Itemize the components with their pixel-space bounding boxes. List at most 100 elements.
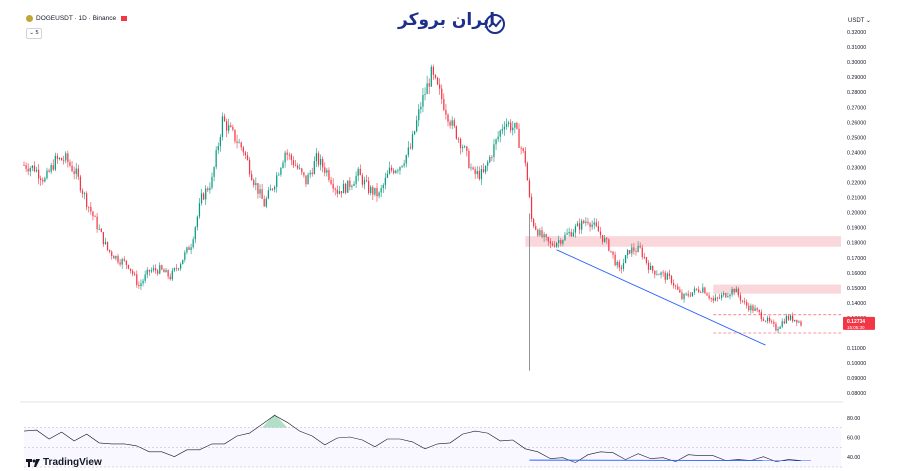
candle-body [292, 160, 295, 166]
candle-body [441, 88, 443, 99]
candle-body [420, 106, 422, 110]
candle-body [167, 270, 169, 277]
candle-body [33, 165, 36, 172]
candle-body [219, 136, 221, 147]
candle-body [309, 172, 311, 175]
candle-body [614, 254, 616, 266]
candle-body [545, 234, 547, 238]
candle-body [507, 122, 510, 125]
candle-body [781, 321, 783, 327]
price-tick-label: 0.14000 [847, 301, 866, 307]
candle-body [345, 183, 347, 193]
candle-body [409, 147, 412, 149]
candle-body [253, 180, 255, 186]
candle-body [691, 292, 694, 297]
candle-body [395, 170, 397, 173]
candle-body [152, 268, 155, 271]
candle-body [269, 188, 272, 191]
candle-body [543, 234, 545, 238]
candle-body [731, 289, 733, 295]
candle-body [426, 83, 428, 95]
candle-body [92, 211, 94, 217]
rsi-pane[interactable] [23, 413, 843, 468]
indicators-toggle[interactable]: ⌄ 5 [26, 28, 42, 39]
candle-body [319, 158, 322, 165]
candle-body [207, 188, 209, 191]
candle-body [574, 226, 577, 233]
price-tick-label: 0.29000 [847, 75, 866, 81]
candle-body [514, 122, 516, 128]
candle-body [365, 180, 368, 182]
candle-body [537, 229, 539, 236]
candle-body [769, 317, 771, 322]
candle-body [67, 153, 69, 163]
candle-body [718, 297, 721, 299]
candle-body [466, 146, 468, 151]
symbol-header[interactable]: DOGEUSDT · 1D · Binance [26, 15, 128, 22]
candle-body [551, 243, 554, 246]
candle-body [670, 275, 673, 283]
candle-body [215, 150, 217, 168]
candle-body [203, 193, 205, 200]
candle-body [723, 293, 725, 295]
candle-body [200, 193, 203, 204]
candle-body [493, 144, 495, 157]
candle-body [639, 245, 641, 248]
candle-body [413, 131, 416, 135]
candle-body [547, 237, 549, 242]
candle-body [771, 321, 773, 323]
candle-body [447, 114, 449, 122]
candle-body [656, 274, 658, 276]
candle-body [198, 203, 201, 217]
candle-body [144, 274, 146, 281]
candle-body [336, 189, 338, 194]
candle-body [764, 320, 767, 322]
price-tick-label: 0.30000 [847, 60, 866, 66]
candle-body [259, 189, 261, 194]
candle-body [71, 165, 73, 172]
candle-body [134, 273, 136, 275]
candle-body [522, 148, 524, 151]
candle-body [180, 264, 182, 269]
candle-body [624, 255, 627, 264]
candle-body [760, 312, 762, 320]
price-tick-label: 0.32000 [847, 30, 866, 36]
candle-body [593, 222, 595, 225]
candle-body [629, 250, 631, 254]
candle-body [213, 167, 215, 177]
candle-body [756, 308, 758, 310]
candle-body [353, 183, 355, 186]
candle-body [113, 255, 115, 259]
candle-body [217, 146, 219, 151]
candle-body [311, 172, 313, 175]
candle-body [714, 297, 716, 301]
candle-body [562, 240, 564, 244]
candle-body [324, 167, 326, 173]
candle-body [583, 220, 585, 223]
candle-body [495, 139, 497, 145]
candle-body [743, 301, 746, 303]
candle-body [305, 175, 307, 185]
symbol-title: DOGEUSDT · 1D · Binance [36, 15, 117, 22]
candle-body [499, 130, 501, 137]
price-tick-label: 0.31000 [847, 45, 866, 51]
candle-body [115, 255, 117, 259]
candle-body [244, 152, 247, 156]
candle-body [662, 272, 664, 274]
candle-body [280, 167, 282, 175]
candle-body [190, 247, 192, 250]
candle-body [484, 165, 487, 173]
resistance-zone [525, 236, 841, 247]
candle-body [263, 198, 265, 207]
candle-body [63, 160, 65, 162]
currency-select[interactable]: USDT ⌄ [848, 17, 871, 24]
candle-body [660, 272, 662, 275]
candle-body [773, 321, 775, 324]
candle-body [25, 165, 27, 169]
price-pane[interactable] [23, 64, 843, 371]
candle-body [332, 183, 334, 189]
candle-body [186, 247, 188, 253]
tradingview-logo[interactable]: TradingView [26, 457, 102, 468]
candle-body [44, 178, 46, 182]
